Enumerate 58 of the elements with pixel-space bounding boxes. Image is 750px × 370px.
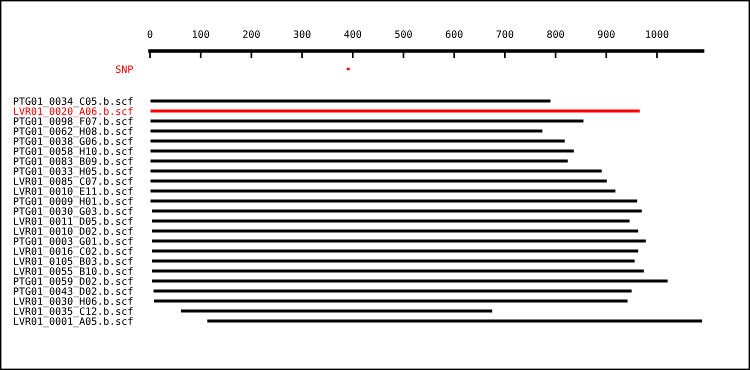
x-tick-label: 400 [344, 30, 362, 38]
y-tick-label: LVR01_0010_D02.b.scf [14, 227, 133, 238]
x-tick-label: 900 [598, 30, 615, 38]
y-tick-label: PTG01_0098_F07.b.scf [14, 117, 133, 128]
bar [150, 190, 616, 192]
x-tick-label: 300 [294, 30, 310, 38]
bar [150, 160, 568, 162]
y-tick-label: PTG01_0083_B09.b.scf [14, 157, 133, 168]
y-tick-label: LVR01_0020_A06.b.scf [14, 107, 133, 118]
y-tick-label: PTG01_0062_H08.b.scf [14, 127, 133, 138]
bar [180, 310, 492, 312]
y-tick-label: LVR01_0030_H06.b.scf [14, 297, 133, 308]
bar [150, 140, 565, 142]
x-tick-label: 500 [395, 30, 412, 38]
y-tick-label: LVR01_0055_B10.b.scf [14, 267, 133, 278]
bar [150, 150, 574, 152]
y-tick-label: PTG01_0038_G06.b.scf [14, 137, 133, 148]
x-tick-label: 200 [243, 30, 260, 38]
x-tick-label: 800 [547, 30, 564, 38]
bar [152, 220, 630, 222]
y-tick-label: SNP [116, 65, 133, 73]
y-tick-label: LVR01_0085_C07.b.scf [14, 177, 133, 188]
bar [154, 300, 628, 302]
y-tick-label: LVR01_0001_A05.b.scf [14, 317, 133, 328]
bar [152, 280, 668, 282]
y-tick-label: PTG01_0034_C05.b.scf [14, 97, 133, 108]
y-tick-label: PTG01_0009_H01.b.scf [14, 197, 133, 208]
bar [207, 320, 702, 322]
bar [154, 290, 632, 292]
y-tick-label: PTG01_0058_H10.b.scf [14, 147, 133, 158]
bar [152, 250, 638, 252]
bar [150, 170, 602, 172]
y-tick-label: LVR01_0035_C12.b.scf [14, 307, 133, 318]
y-tick-label: PTG01_0043_D02.b.scf [14, 287, 133, 298]
bar [150, 180, 607, 182]
bar [150, 100, 551, 102]
x-tick-label: 0 [148, 30, 152, 38]
y-tick-label: PTG01_0059_D02.b.scf [14, 277, 133, 288]
bar [152, 240, 646, 242]
x-tick-label: 1000 [646, 30, 668, 38]
y-tick-label: PTG01_0033_H05.b.scf [14, 167, 133, 178]
bar [152, 210, 642, 212]
bar [152, 230, 638, 232]
bar [150, 110, 640, 112]
bar [150, 120, 584, 122]
y-tick-label: LVR01_0011_D05.b.scf [14, 217, 133, 228]
bar [152, 270, 644, 272]
x-tick-label: 700 [496, 30, 514, 38]
x-tick-label: 600 [446, 30, 463, 38]
y-tick-label: PTG01_0030_G03.b.scf [14, 207, 133, 218]
bar [150, 200, 638, 202]
y-tick-label: LVR01_0016_C02.b.scf [14, 247, 133, 258]
bar [150, 130, 542, 132]
y-tick-label: LVR01_0105_B03.b.scf [14, 257, 133, 268]
y-tick-label: PTG01_0003_G01.b.scf [14, 237, 133, 248]
x-tick-label: 100 [192, 30, 210, 38]
bar [152, 260, 635, 262]
y-tick-label: LVR01_0010_E11.b.scf [14, 187, 133, 198]
